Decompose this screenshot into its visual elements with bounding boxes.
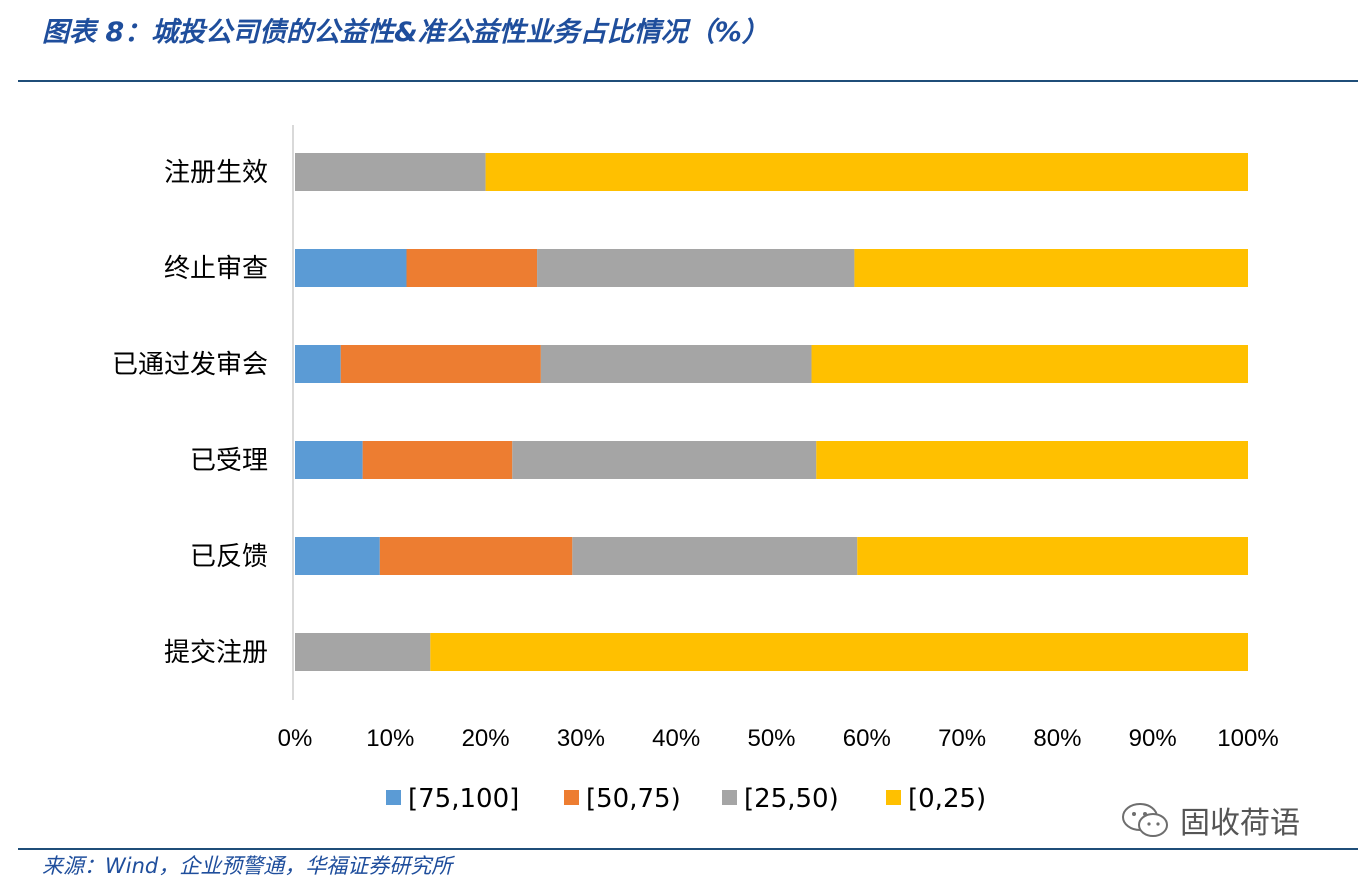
watermark-text: 固收荷语: [1180, 806, 1300, 841]
bar-segment: [857, 537, 1248, 575]
bars-layer: [295, 153, 1249, 671]
x-tick-label: 10%: [366, 725, 414, 752]
bar-segment: [295, 153, 486, 191]
category-label: 提交注册: [164, 638, 268, 668]
watermark: 固收荷语: [1120, 798, 1300, 842]
bar-segment: [430, 633, 1248, 671]
category-label: 已反馈: [190, 542, 268, 572]
bar-segment: [485, 153, 1249, 191]
bar-segment: [537, 249, 855, 287]
bar-segment: [816, 441, 1248, 479]
bar-segment: [295, 249, 407, 287]
chart-title: 图表 8：城投公司债的公益性&准公益性业务占比情况（%）: [42, 17, 769, 48]
x-tick-label: 100%: [1217, 725, 1278, 752]
category-label: 已通过发审会: [112, 350, 268, 380]
bar-segment: [540, 345, 812, 383]
legend-swatch: [886, 790, 901, 805]
legend-label: [50,75): [586, 784, 681, 814]
x-tick-label: 60%: [843, 725, 891, 752]
legend-label: [75,100]: [408, 784, 519, 814]
bar-segment: [340, 345, 541, 383]
legend-swatch: [722, 790, 737, 805]
x-axis-ticks: 0% 10% 20% 30% 40% 50% 60% 70% 80% 90% 100%: [278, 725, 1279, 752]
x-tick-label: 90%: [1129, 725, 1177, 752]
header-divider: [18, 80, 1358, 82]
bar-segment: [406, 249, 538, 287]
legend-swatch: [386, 790, 401, 805]
x-tick-label: 80%: [1033, 725, 1081, 752]
bar-segment: [362, 441, 513, 479]
category-label: 已受理: [190, 446, 268, 476]
bar-segment: [512, 441, 817, 479]
category-label: 注册生效: [164, 158, 268, 188]
legend: [75,100] [50,75) [25,50) [0,25): [386, 784, 986, 814]
source-note: 来源：Wind，企业预警通，华福证券研究所: [42, 854, 453, 878]
legend-label: [0,25): [908, 784, 986, 814]
legend-label: [25,50): [744, 784, 839, 814]
bar-segment: [295, 345, 341, 383]
wechat-icon: [1122, 803, 1168, 837]
bar-segment: [572, 537, 858, 575]
bar-segment: [379, 537, 573, 575]
footer-divider: [18, 848, 1358, 850]
x-tick-label: 50%: [747, 725, 795, 752]
bar-segment: [295, 633, 431, 671]
legend-swatch: [564, 790, 579, 805]
x-tick-label: 20%: [462, 725, 510, 752]
bar-segment: [295, 537, 380, 575]
x-tick-label: 30%: [557, 725, 605, 752]
bar-segment: [854, 249, 1248, 287]
category-label: 终止审查: [164, 254, 268, 284]
x-tick-label: 40%: [652, 725, 700, 752]
x-tick-label: 0%: [278, 725, 313, 752]
bar-segment: [811, 345, 1248, 383]
x-tick-label: 70%: [938, 725, 986, 752]
bar-segment: [295, 441, 363, 479]
